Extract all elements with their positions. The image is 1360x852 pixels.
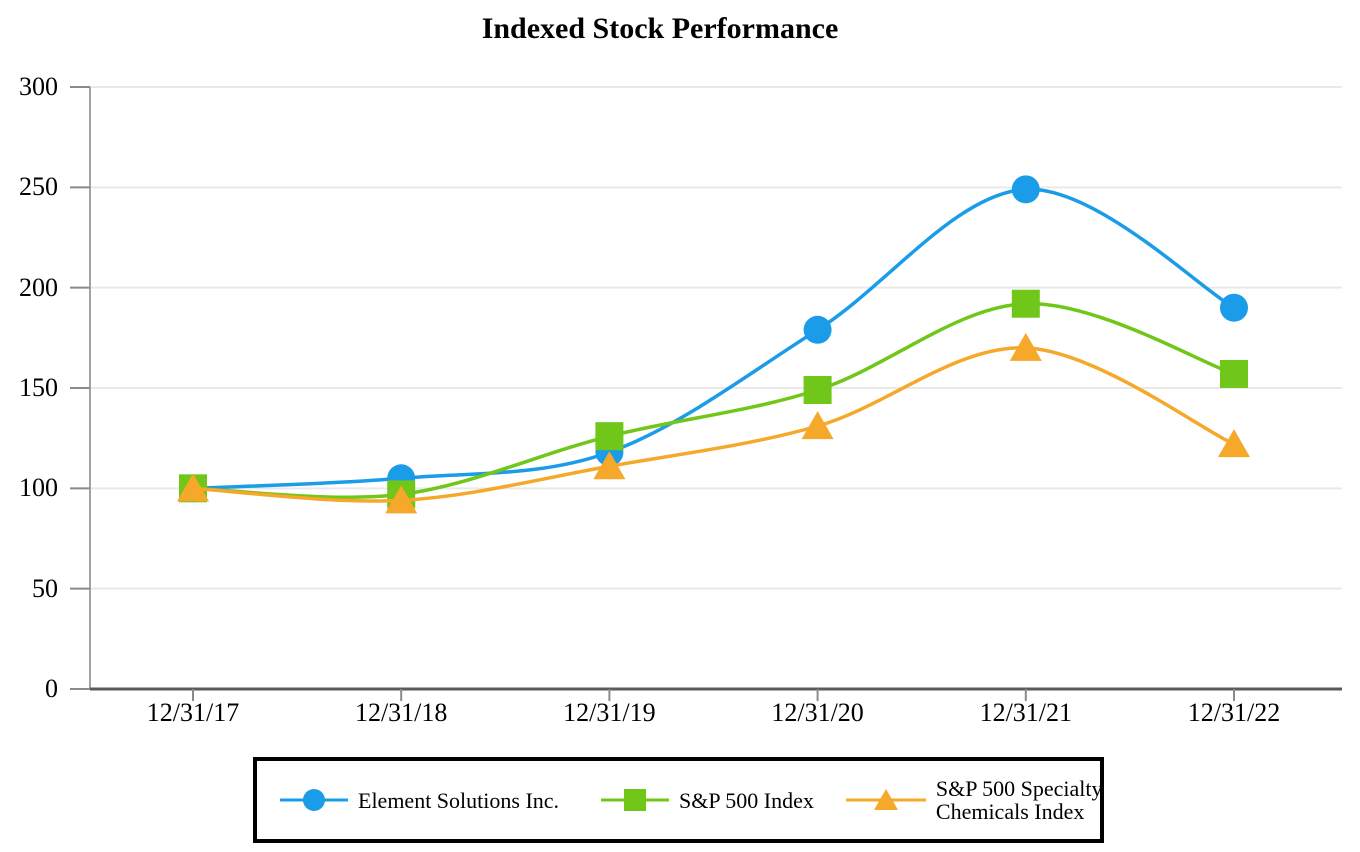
legend-label-sp500: S&P 500 Index	[679, 787, 814, 813]
x-axis-label: 12/31/22	[1187, 698, 1281, 727]
x-axis-label: 12/31/21	[979, 698, 1073, 727]
x-axis-label: 12/31/18	[354, 698, 448, 727]
x-axis-label: 12/31/20	[771, 698, 864, 727]
legend-label-sp500-specialty-chemicals: S&P 500 Specialty Chemicals Index	[935, 776, 1103, 824]
legend: Element Solutions Inc. S&P 500 Index S&P…	[253, 757, 1104, 843]
chart-title: Indexed Stock Performance	[481, 12, 839, 45]
x-axis-label: 12/31/17	[146, 698, 240, 727]
legend-symbol-element-solutions	[280, 789, 348, 811]
x-axis-label: 12/31/19	[563, 698, 656, 727]
legend-symbol-sp500	[601, 789, 670, 811]
y-axis-label: 300	[19, 72, 58, 101]
y-axis-label: 200	[19, 272, 58, 302]
y-axis-label: 0	[45, 674, 58, 703]
y-axis-label: 100	[19, 473, 58, 503]
legend-symbol-sp500-specialty-chemicals	[845, 789, 926, 810]
y-axis-label: 250	[19, 172, 58, 202]
legend-label-element-solutions: Element Solutions Inc.	[358, 787, 560, 813]
y-axis-label: 150	[19, 373, 58, 402]
y-axis-label: 50	[32, 573, 58, 603]
